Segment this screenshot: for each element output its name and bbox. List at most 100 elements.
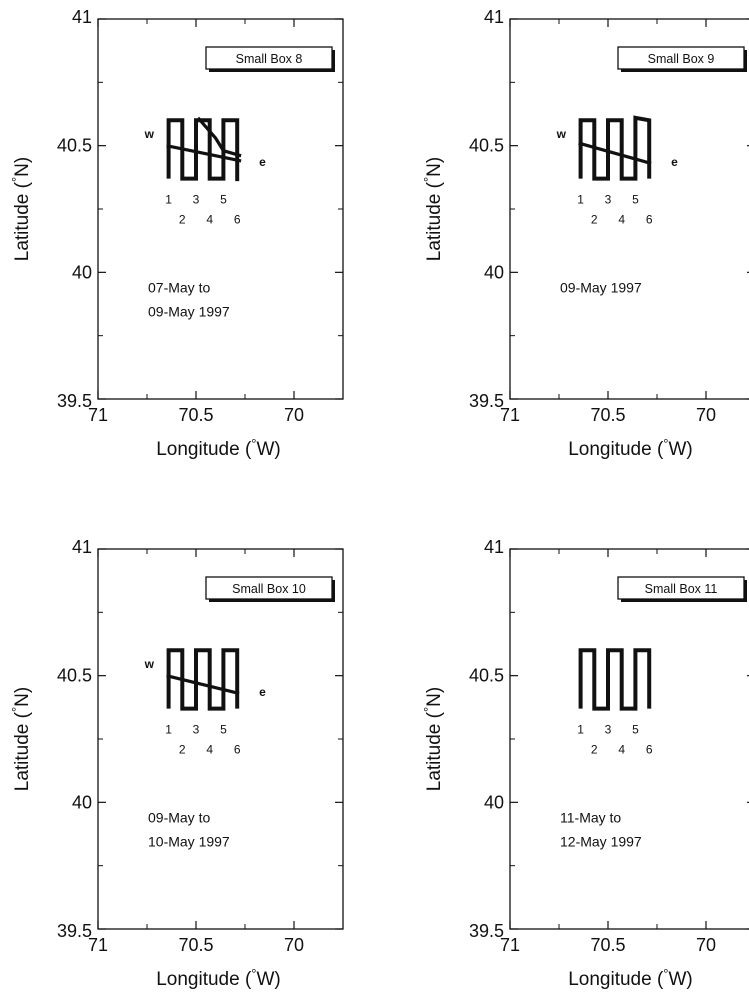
track-number-label: 1 [165,723,172,737]
y-axis-title-degree: ° [421,177,436,182]
y-tick-label: 41 [484,7,504,27]
plot-frame [509,18,749,400]
track-number-label: 4 [618,743,625,757]
date-annotation: 07-May to [148,280,210,296]
track-number-label: 3 [193,193,200,207]
x-tick-label: 71 [88,405,108,425]
track-number-label: 2 [179,743,186,757]
y-axis-title-part: N) [424,687,445,707]
y-axis-title-part: N) [424,157,445,177]
y-tick-label: 40 [72,262,92,282]
survey-track [166,648,240,711]
track-number-label: 5 [632,723,639,737]
box-label-frame [205,576,333,600]
y-axis-title-part: Latitude ( [12,711,33,791]
y-tick-label: 40.5 [57,666,92,686]
x-axis-title: Longitude (°W) [156,966,281,990]
x-axis-title: Longitude (°W) [568,436,693,460]
y-axis-title-degree: ° [421,707,436,712]
x-axis-title-degree: ° [251,436,256,451]
x-axis-title-part: W) [669,439,693,460]
track-number-label: 5 [632,193,639,207]
x-axis-title-degree: ° [663,966,668,981]
transect-line [196,116,242,158]
box-label-frame [205,46,333,70]
transect-line [166,144,242,163]
date-annotation: 09-May 1997 [560,280,642,296]
date-annotation: 11-May to [560,810,621,826]
y-tick-label: 40.5 [57,136,92,156]
y-tick-label: 40.5 [469,136,504,156]
y-tick-label: 40.5 [469,666,504,686]
x-axis-title-part: Longitude ( [568,439,664,460]
box-label-frame [617,576,745,600]
y-tick-label: 41 [72,7,92,27]
box-label: Small Box 8 [236,52,303,66]
east-label: e [259,155,266,169]
box-label: Small Box 10 [232,582,306,596]
x-tick-label: 70.5 [590,405,625,425]
track-number-label: 6 [234,213,241,227]
plot-frame [509,548,749,930]
survey-track [578,115,652,181]
y-tick-label: 40 [484,792,504,812]
track-number-label: 2 [179,213,186,227]
box-label: Small Box 11 [645,582,718,596]
y-axis-title-part: Latitude ( [12,181,33,261]
y-tick-label: 39.5 [469,921,504,941]
track-number-label: 3 [193,723,200,737]
track-number-label: 1 [577,723,584,737]
x-axis-title-part: Longitude ( [568,969,664,990]
y-tick-label: 39.5 [57,921,92,941]
y-axis-title-part: N) [12,687,33,707]
date-annotation: 09-May 1997 [148,304,230,320]
track-number-label: 3 [605,193,612,207]
x-tick-label: 70 [696,405,716,425]
y-axis-title-degree: ° [9,177,24,182]
track-number-label: 4 [618,213,625,227]
survey-track [166,118,240,182]
y-axis-title: Latitude (°N) [421,157,445,262]
track-number-label: 5 [220,193,227,207]
track-number-label: 6 [646,743,653,757]
y-axis-title-degree: ° [9,707,24,712]
date-annotation: 09-May to [148,810,210,826]
y-axis-title-part: Latitude ( [424,711,445,791]
x-tick-label: 70.5 [178,935,213,955]
y-tick-label: 39.5 [469,391,504,411]
x-axis-title-part: Longitude ( [156,969,252,990]
track-number-label: 4 [206,213,213,227]
y-axis-title-part: Latitude ( [424,181,445,261]
track-number-label: 1 [577,193,584,207]
date-annotation: 12-May 1997 [560,834,642,850]
x-axis-title-degree: ° [663,436,668,451]
x-tick-label: 71 [88,935,108,955]
y-tick-label: 40 [484,262,504,282]
plot-frame [97,548,344,930]
y-axis-title: Latitude (°N) [9,157,33,262]
y-axis-title-part: N) [12,157,33,177]
transect-line [578,141,652,165]
track-number-label: 6 [234,743,241,757]
y-axis-title: Latitude (°N) [9,687,33,792]
y-tick-label: 41 [72,537,92,557]
x-tick-label: 71 [500,935,520,955]
east-label: e [671,155,678,169]
x-tick-label: 70.5 [590,935,625,955]
y-axis-title: Latitude (°N) [421,687,445,792]
west-label: w [144,127,155,141]
track-number-label: 3 [605,723,612,737]
x-tick-label: 70 [696,935,716,955]
west-label: w [556,127,567,141]
plot-frame [97,18,344,400]
track-number-label: 1 [165,193,172,207]
x-axis-title-part: W) [669,969,693,990]
x-tick-label: 71 [500,405,520,425]
x-axis-title: Longitude (°W) [568,966,693,990]
x-axis-title-part: Longitude ( [156,439,252,460]
